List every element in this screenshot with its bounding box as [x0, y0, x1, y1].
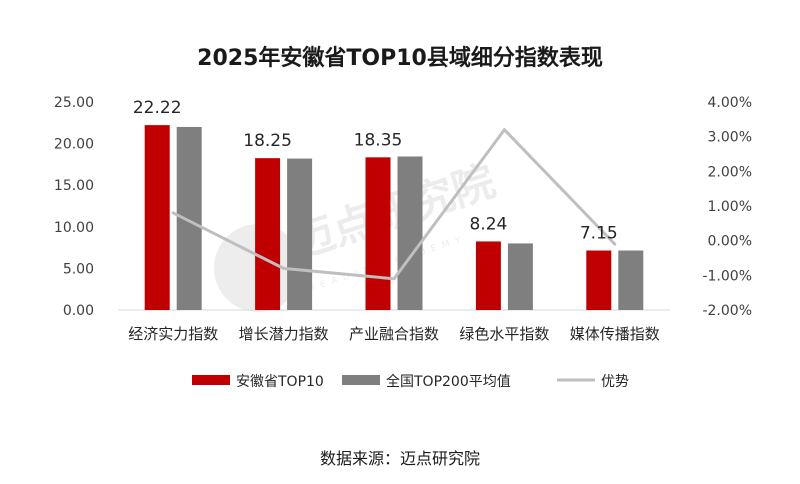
bar-national-avg	[176, 126, 202, 311]
line-point-advantage	[613, 242, 617, 246]
data-label: 18.25	[243, 131, 292, 151]
y-left-tick-label: 15.00	[54, 178, 94, 194]
line-point-advantage	[171, 211, 175, 215]
legend-swatch-national-avg	[342, 375, 380, 385]
y-right-tick-label: 0.00%	[708, 234, 752, 250]
x-axis-categories: 经济实力指数 增长潜力指数 产业融合指数 绿色水平指数 媒体传播指数	[128, 325, 660, 343]
y-left-tick-label: 0.00	[63, 303, 94, 319]
y-right-tick-label: 1.00%	[708, 199, 752, 215]
bar-anhui-top10	[365, 157, 391, 310]
line-point-advantage	[502, 128, 506, 132]
y-left-tick-label: 20.00	[54, 137, 94, 153]
x-tick-label: 媒体传播指数	[570, 325, 660, 343]
data-label: 18.35	[354, 130, 403, 150]
y-left-tick-label: 10.00	[54, 220, 94, 236]
bar-anhui-top10	[586, 250, 612, 310]
data-labels: 22.22 18.25 18.35 8.24 7.15	[133, 98, 618, 243]
y-axis-right: -2.00% -1.00% 0.00% 1.00% 2.00% 3.00% 4.00%	[702, 95, 752, 319]
x-tick-label: 绿色水平指数	[459, 325, 549, 343]
bar-anhui-top10	[144, 125, 170, 310]
watermark-text: 迈点研究院	[286, 156, 501, 268]
data-label: 7.15	[580, 224, 618, 244]
chart-title: 2025年安徽省TOP10县域细分指数表现	[197, 45, 603, 71]
x-tick-label: 增长潜力指数	[239, 325, 329, 343]
x-tick-label: 产业融合指数	[349, 325, 439, 343]
bar-anhui-top10	[255, 158, 281, 310]
bar-national-avg	[507, 243, 533, 310]
legend-swatch-anhui-top10	[192, 375, 230, 385]
legend-label-advantage: 优势	[601, 374, 629, 390]
y-left-tick-label: 5.00	[63, 261, 94, 277]
y-left-tick-label: 25.00	[54, 95, 94, 111]
y-right-tick-label: -2.00%	[702, 303, 752, 319]
bar-series	[144, 125, 644, 311]
data-label: 22.22	[133, 98, 182, 118]
source-note: 数据来源：迈点研究院	[320, 449, 480, 468]
line-point-advantage	[282, 266, 286, 270]
y-right-tick-label: 4.00%	[708, 95, 752, 111]
bar-national-avg	[287, 158, 313, 310]
y-right-tick-label: 3.00%	[708, 130, 752, 146]
legend-label-anhui-top10: 安徽省TOP10	[236, 374, 324, 390]
y-right-tick-label: 2.00%	[708, 164, 752, 180]
x-tick-label: 经济实力指数	[128, 325, 218, 343]
bar-national-avg	[397, 156, 423, 310]
line-point-advantage	[392, 277, 396, 281]
legend: 安徽省TOP10 全国TOP200平均值 优势	[192, 373, 629, 390]
y-axis-left: 0.00 5.00 10.00 15.00 20.00 25.00	[54, 95, 94, 319]
y-right-tick-label: -1.00%	[702, 268, 752, 284]
bar-national-avg	[618, 250, 644, 310]
line-series	[171, 128, 617, 281]
bar-anhui-top10	[475, 241, 501, 310]
legend-label-national-avg: 全国TOP200平均值	[386, 373, 511, 390]
data-label: 8.24	[469, 214, 507, 234]
